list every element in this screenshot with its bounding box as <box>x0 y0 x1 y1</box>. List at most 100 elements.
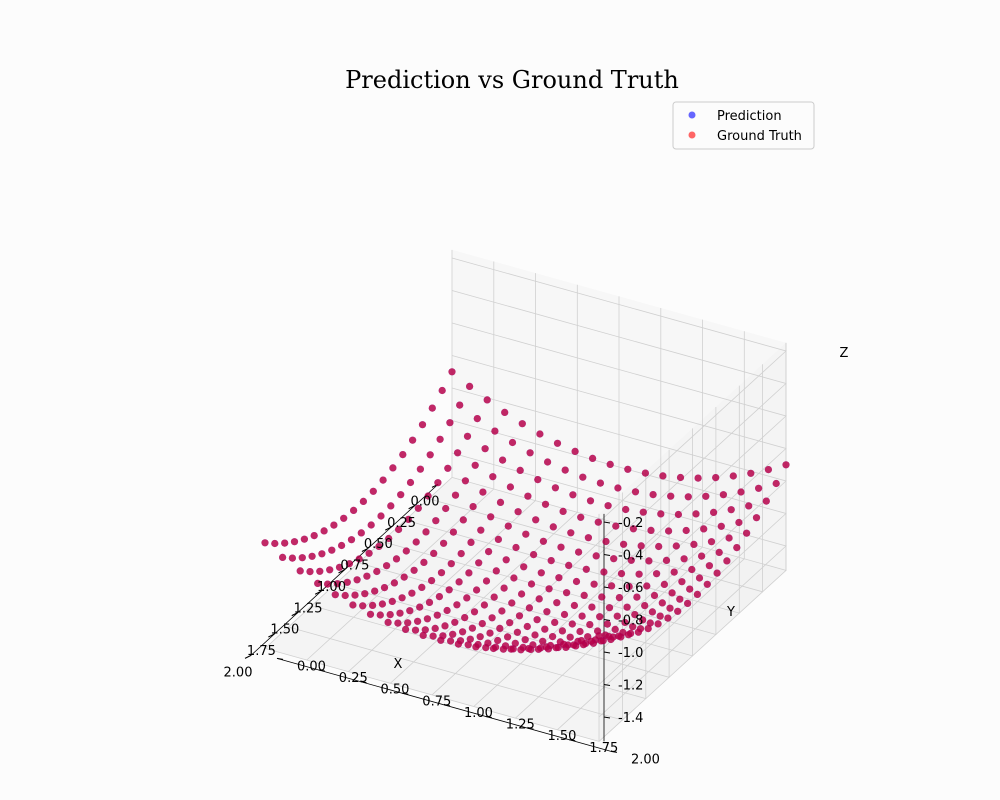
ground-truth-point <box>399 451 407 459</box>
z-tick-mark <box>603 521 611 524</box>
ground-truth-point <box>508 599 516 607</box>
ground-truth-point <box>461 614 469 622</box>
ground-truth-point <box>596 479 605 487</box>
ground-truth-point <box>690 540 698 549</box>
ground-truth-point <box>380 584 389 592</box>
ground-truth-point <box>353 576 361 584</box>
ground-truth-point <box>624 465 632 473</box>
ground-truth-point <box>676 595 684 603</box>
ground-truth-point <box>402 547 410 555</box>
ground-truth-point <box>654 620 662 628</box>
ground-truth-point <box>378 600 386 608</box>
ground-truth-point <box>553 599 561 607</box>
ground-truth-point <box>298 554 306 562</box>
y-gridline <box>306 261 495 661</box>
ground-truth-point <box>475 559 483 567</box>
ground-truth-point <box>525 604 534 612</box>
y-tick-mark <box>318 669 325 672</box>
x-tick-label: 0.25 <box>387 516 416 531</box>
ground-truth-point <box>639 508 647 516</box>
z-gridline <box>451 452 787 718</box>
ground-truth-point <box>426 451 434 459</box>
ground-truth-point <box>658 599 666 607</box>
ground-truth-point <box>598 593 606 601</box>
z-tick-mark <box>603 651 611 654</box>
tick-labels: 0.00 0.25 0.50 0.75 1.00 1.25 1.50 1.75 2.00 0.00… <box>224 494 660 767</box>
ground-truth-point <box>612 522 620 530</box>
ground-truth-point <box>449 630 457 638</box>
ground-truth-point <box>686 585 694 593</box>
ground-truth-point <box>324 580 332 588</box>
y-tick-mark <box>610 750 618 753</box>
ground-truth-point <box>693 590 702 599</box>
ground-truth-point <box>634 628 643 636</box>
ground-truth-point <box>410 566 418 574</box>
y-tick-mark <box>276 657 284 660</box>
ground-truth-point <box>487 513 495 521</box>
ground-truth-point <box>431 624 439 633</box>
y-gridline <box>557 331 745 731</box>
ground-truth-point <box>530 551 538 559</box>
ground-truth-point <box>453 601 461 609</box>
ground-truth-point <box>600 568 608 576</box>
ground-truth-point <box>674 607 682 615</box>
ground-truth-point <box>729 472 737 480</box>
ground-truth-point <box>386 611 394 619</box>
ground-truth-point <box>560 640 568 648</box>
ground-truth-point <box>406 607 414 615</box>
ground-truth-point <box>349 601 357 609</box>
ground-truth-point <box>576 627 584 636</box>
ground-truth-point <box>359 497 367 505</box>
ground-truth-point <box>359 602 367 610</box>
ground-truth-point <box>515 612 524 620</box>
ground-truth-point <box>695 574 704 582</box>
ground-truth-point <box>586 497 595 505</box>
ground-truth-point <box>747 469 755 477</box>
ground-truth-point <box>373 567 381 576</box>
ground-truth-point <box>461 477 469 485</box>
ground-truth-point <box>692 510 700 518</box>
ground-truth-point <box>680 555 688 563</box>
ground-truth-point <box>520 563 528 571</box>
x-tick-label: 0.50 <box>364 537 393 552</box>
ground-truth-point <box>412 538 420 546</box>
ground-truth-point <box>456 401 464 409</box>
ground-truth-point <box>376 611 384 619</box>
ground-truth-point <box>666 604 674 612</box>
ground-truth-point <box>472 643 480 651</box>
ground-truth-point <box>703 580 711 588</box>
ground-truth-point <box>549 633 557 641</box>
z-tick-label: -1.4 <box>618 711 643 726</box>
ground-truth-point <box>333 580 341 588</box>
ground-truth-point <box>320 527 328 535</box>
ground-truth-point <box>587 637 595 645</box>
ground-truth-point <box>712 474 720 482</box>
x-tick-mark <box>244 654 252 659</box>
ground-truth-point <box>389 464 397 472</box>
ground-truth-point <box>506 619 514 627</box>
ground-truth-point <box>518 420 526 428</box>
ground-truth-point <box>637 542 645 550</box>
ground-truth-point <box>575 548 583 556</box>
ground-truth-point <box>501 408 509 416</box>
ground-truth-point <box>702 492 710 500</box>
ground-truth-point <box>419 631 427 640</box>
ground-truth-point <box>367 521 375 529</box>
ground-truth-point <box>735 518 743 527</box>
ground-truth-point <box>544 458 552 466</box>
ground-truth-point <box>331 591 339 599</box>
ground-truth-point <box>361 590 369 598</box>
ground-truth-point <box>506 483 514 491</box>
ground-truth-point <box>365 549 373 557</box>
z-gridline <box>451 420 787 685</box>
ground-truth-point <box>537 569 545 577</box>
ground-truth-point <box>518 590 526 598</box>
ground-truth-point <box>448 368 456 376</box>
ground-truth-point <box>425 598 434 607</box>
ground-truth-point <box>752 514 761 522</box>
y-axis-label: Y <box>726 605 735 620</box>
z-tick-mark <box>603 716 611 719</box>
ground-truth-point <box>643 582 651 590</box>
ground-truth-point <box>398 594 406 602</box>
ground-truth-point <box>567 529 575 537</box>
